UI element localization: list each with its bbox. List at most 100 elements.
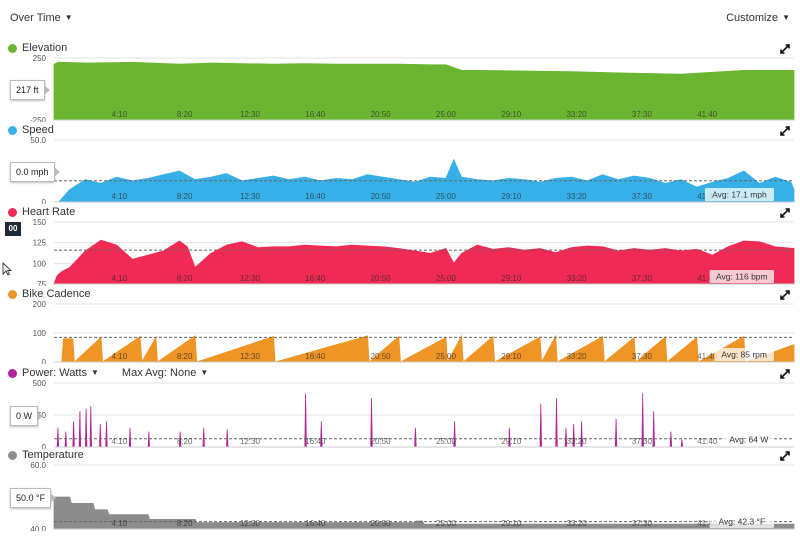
x-tick-label: 16:40 [305,519,326,528]
x-tick-label: 37:30 [632,352,653,361]
power-units-dropdown[interactable]: Power: Watts ▼ [22,367,99,379]
svg-text:Avg: 42.3 °F: Avg: 42.3 °F [718,517,765,527]
series-area [54,334,795,364]
svg-text:Avg: 85 rpm: Avg: 85 rpm [721,350,767,360]
power-chart[interactable]: 50025004:108:2012:3016:4020:5025:0029:10… [0,367,800,449]
x-tick-label: 33:20 [567,274,588,283]
heart-rate-chart[interactable]: 150 125 100 75 4:10 8:20 12:30 16:40 20:50 25:00 2… [0,206,800,286]
x-tick-label: 41:40 [697,437,718,446]
expand-icon[interactable] [780,126,790,136]
y-tick-label: 40.0 [30,525,46,531]
average-label: Avg: 85 rpm [714,348,774,361]
x-tick-label: 4:10 [112,192,128,201]
speed-chart[interactable]: 50.0 0 4:10 8:20 12:30 16:40 20:50 25:00 29:10 33… [0,124,800,204]
x-tick-label: 29:10 [501,437,522,446]
power-title: Power: Watts ▼ Max Avg: None ▼ [8,367,208,379]
x-tick-label: 12:30 [240,352,261,361]
x-tick-label: 33:20 [567,192,588,201]
x-tick-label: 20:50 [371,352,392,361]
x-tick-label: 37:30 [632,519,653,528]
x-tick-label: 4:10 [112,110,128,119]
x-tick-label: 37:30 [632,110,653,119]
series-area [53,61,795,121]
expand-icon[interactable] [780,451,790,461]
expand-icon[interactable] [780,369,790,379]
chart-panel-elevation: Elevation 250 -250 4:10 8:20 12:30 16:40 20:50 2… [0,42,800,122]
bike-cadence-title: Bike Cadence [8,288,91,300]
y-tick-label: 60.0 [30,461,46,470]
chart-title: Speed [22,124,54,136]
x-tick-label: 12:30 [240,192,261,201]
x-tick-label: 12:30 [240,437,261,446]
chart-panel-speed: Speed 50.0 0 4:10 8:20 12:30 16:40 20:50 25:00 29… [0,124,800,204]
x-tick-label: 29:10 [501,519,522,528]
customize-label: Customize [726,12,779,24]
x-tick-label: 20:50 [371,274,392,283]
over-time-dropdown[interactable]: Over Time ▼ [10,12,73,24]
expand-icon[interactable] [780,290,790,300]
x-tick-label: 33:20 [567,352,588,361]
y-tick-label: 500 [33,379,47,388]
y-tick-label: 50.0 [30,136,46,145]
svg-text:Avg: 116 bpm: Avg: 116 bpm [716,272,768,282]
x-tick-label: 29:10 [501,110,522,119]
average-label: Avg: 17.1 mph [704,188,774,201]
x-tick-label: 16:40 [305,437,326,446]
y-tick-label: 0 [42,443,47,449]
x-tick-label: 29:10 [501,352,522,361]
expand-icon[interactable] [780,44,790,54]
x-tick-label: 8:20 [177,519,193,528]
elevation-chart[interactable]: 250 -250 4:10 8:20 12:30 16:40 20:50 25:00 29:10… [0,42,800,122]
x-tick-label: 25:00 [436,437,457,446]
x-tick-label: 41:40 [697,519,718,528]
x-tick-label: 33:20 [567,437,588,446]
y-tick-label: 0 [42,358,47,364]
svg-text:Avg: 17.1 mph: Avg: 17.1 mph [712,190,767,200]
average-label: Avg: 42.3 °F [709,515,774,528]
top-bar: Over Time ▼ Customize ▼ [0,0,800,36]
y-tick-label: 0 [42,198,47,204]
x-tick-label: 4:10 [112,274,128,283]
series-color-dot [8,289,17,299]
x-tick-label: 25:00 [436,519,457,528]
cursor-value-badge: 217 ft [10,80,50,100]
bike-cadence-chart[interactable]: 200 100 0 4:10 8:20 12:30 16:40 20:50 25:00 29:10… [0,288,800,364]
series-color-dot [8,43,17,53]
max-avg-dropdown[interactable]: Max Avg: None ▼ [122,367,208,379]
x-tick-label: 41:40 [697,274,718,283]
x-tick-label: 20:50 [371,519,392,528]
cursor-value-badge: 0 W [10,406,44,426]
x-tick-label: 16:40 [305,352,326,361]
cursor-value-badge: 0.0 mph [10,162,60,182]
temperature-chart[interactable]: 60.0 40.0 4:10 8:20 12:30 16:40 20:50 25:00 29:1… [0,449,800,531]
chart-panel-power: Power: Watts▼Max Avg: None▼50025004:108:… [0,367,800,449]
x-tick-label: 29:10 [501,192,522,201]
x-tick-label: 25:00 [436,352,457,361]
chart-panel-temperature: Temperature 60.0 40.0 4:10 8:20 12:30 16:40 20:… [0,449,800,531]
y-tick-label: -250 [30,116,47,122]
elevation-title: Elevation [8,42,67,54]
average-label: Avg: 64 W [723,433,774,446]
x-tick-label: 37:30 [632,437,653,446]
x-tick-label: 33:20 [567,519,588,528]
x-tick-label: 4:10 [112,352,128,361]
series-color-dot [8,368,17,378]
x-tick-label: 25:00 [436,192,457,201]
series-area [54,393,794,448]
x-tick-label: 8:20 [177,192,193,201]
customize-dropdown[interactable]: Customize ▼ [726,12,790,24]
y-tick-label: 150 [33,218,47,227]
chart-panel-bike-cadence: Bike Cadence 200 100 0 4:10 8:20 12:30 16:40 20:… [0,288,800,364]
y-tick-label: 75 [37,280,46,286]
x-tick-label: 12:30 [240,274,261,283]
x-tick-label: 12:30 [240,110,261,119]
caret-down-icon: ▼ [782,13,790,22]
chart-title: Temperature [22,449,84,461]
x-tick-label: 41:40 [697,352,718,361]
y-tick-label: 250 [33,54,47,63]
x-tick-label: 20:50 [371,437,392,446]
expand-icon[interactable] [780,208,790,218]
x-tick-label: 8:20 [177,110,193,119]
max-avg-label: Max Avg: None [121,367,197,379]
x-tick-label: 16:40 [305,110,326,119]
